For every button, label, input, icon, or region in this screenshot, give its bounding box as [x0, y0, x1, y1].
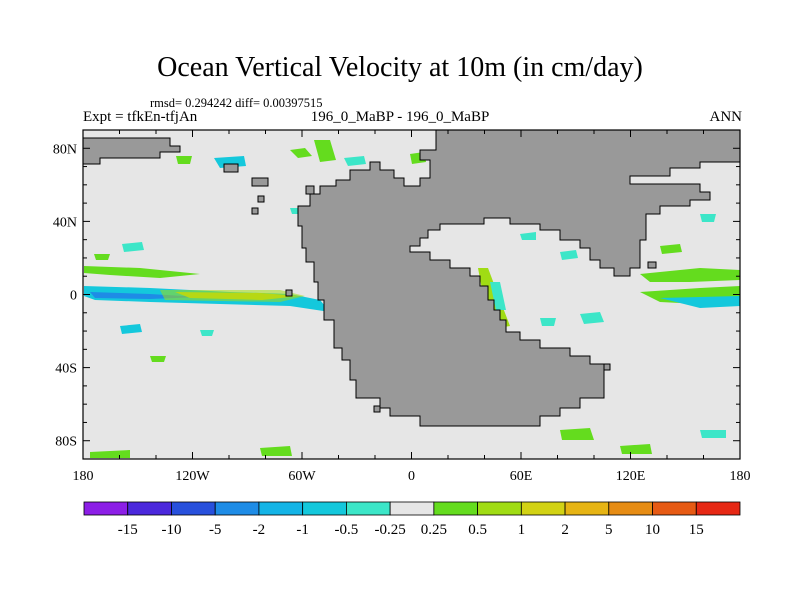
patch-arctic-6 — [344, 156, 366, 166]
lon-tick-label: 60E — [510, 469, 533, 484]
colorbar-label: 15 — [689, 522, 704, 538]
colorbar-swatch — [127, 501, 172, 516]
colorbar-label: 0.5 — [468, 522, 487, 538]
lon-tick-label: 0 — [408, 469, 415, 484]
patch-arctic-2 — [314, 140, 336, 162]
patch-southern-2 — [260, 446, 292, 456]
lat-tick-label: 0 — [70, 289, 77, 304]
experiment-label: Expt = tfkEn-tfjAn — [83, 109, 198, 125]
colorbar-label: -1 — [296, 522, 309, 538]
patch-epac-2 — [660, 244, 682, 254]
colorbar-swatch — [171, 501, 216, 516]
patch-arctic-4 — [176, 156, 192, 164]
colorbar-swatch — [345, 501, 391, 516]
lat-tick-label: 80N — [53, 142, 77, 157]
rmsd-diff-stats: rmsd= 0.294242 diff= 0.00397515 — [150, 96, 323, 110]
colorbar-swatch — [695, 501, 741, 516]
colorbar — [83, 501, 741, 516]
colorbar-labels: -15 -10 -5 -2 -1 -0.5 -0.25 0.25 0.5 1 2 5 10 15 — [118, 522, 704, 538]
land-island-8 — [373, 405, 381, 413]
patch-epac-1 — [700, 214, 716, 222]
land-island-9 — [603, 363, 611, 371]
plot-title: Ocean Vertical Velocity at 10m (in cm/da… — [157, 52, 643, 83]
land-island-1 — [223, 163, 239, 173]
case-comparison-label: 196_0_MaBP - 196_0_MaBP — [310, 109, 490, 125]
patch-southern-3 — [560, 428, 594, 440]
patch-indopacific-down — [660, 296, 740, 308]
colorbar-label: 2 — [561, 522, 569, 538]
patch-spac-3 — [150, 356, 166, 362]
lon-tick-label: 180 — [73, 469, 94, 484]
colorbar-swatch — [520, 501, 566, 516]
patch-satl-2 — [540, 318, 556, 326]
velocity-anomaly-patches — [84, 140, 740, 458]
colorbar-swatch — [214, 501, 260, 516]
colorbar-label: 10 — [645, 522, 660, 538]
colorbar-label: -2 — [253, 522, 266, 538]
colorbar-swatch — [258, 501, 304, 516]
lat-tick-label: 40N — [53, 215, 77, 230]
land-island-3 — [257, 195, 265, 203]
colorbar-swatch — [389, 501, 435, 516]
lon-tick-label: 120E — [616, 469, 646, 484]
patch-satl-1 — [580, 312, 604, 324]
colorbar-label: 0.25 — [421, 522, 447, 538]
patch-indopacific-north — [640, 268, 740, 282]
colorbar-label: -10 — [161, 522, 181, 538]
land-island-5 — [305, 185, 315, 195]
colorbar-swatch — [477, 501, 522, 516]
patch-natl-1 — [560, 250, 578, 260]
patch-atlantic-coast-down — [490, 282, 506, 310]
colorbar-label: -0.5 — [335, 522, 359, 538]
patch-southern-5 — [700, 430, 726, 438]
patch-spac-1 — [120, 324, 142, 334]
colorbar-swatch — [83, 501, 129, 516]
lon-tick-label: 60W — [288, 469, 316, 484]
land-masses — [82, 129, 741, 427]
patch-arctic-1 — [290, 148, 312, 158]
patch-npac-1 — [122, 242, 144, 252]
patch-equatorial-up-edge — [160, 290, 305, 302]
land-island-2 — [251, 177, 269, 187]
colorbar-label: 5 — [605, 522, 613, 538]
colorbar-swatch — [608, 501, 653, 516]
land-supercontinent — [297, 129, 741, 427]
land-island-7 — [647, 261, 657, 269]
axis-labels: 80N 40N 0 40S 80S 180 120W 60W 0 60E 120E 180 — [53, 142, 751, 484]
land-island-6 — [285, 289, 293, 297]
lat-tick-label: 40S — [55, 362, 77, 377]
land-island-4 — [251, 207, 259, 215]
lon-tick-label: 180 — [730, 469, 751, 484]
colorbar-label: 1 — [518, 522, 526, 538]
patch-npac-2 — [94, 254, 110, 260]
lat-tick-label: 80S — [55, 435, 77, 450]
patch-equatorial-north-band — [84, 266, 200, 278]
colorbar-swatch — [433, 501, 479, 516]
lon-tick-label: 120W — [175, 469, 210, 484]
colorbar-label: -15 — [118, 522, 138, 538]
axis-ticks — [82, 129, 741, 460]
colorbar-label: -5 — [209, 522, 222, 538]
colorbar-swatch — [302, 501, 347, 516]
patch-spac-2 — [200, 330, 214, 336]
colorbar-label: -0.25 — [375, 522, 406, 538]
season-label: ANN — [709, 109, 743, 125]
land-arctic-west — [82, 137, 181, 165]
patch-natl-2 — [520, 232, 536, 240]
colorbar-swatch — [652, 501, 697, 516]
colorbar-swatch — [564, 501, 610, 516]
patch-southern-4 — [620, 444, 652, 454]
